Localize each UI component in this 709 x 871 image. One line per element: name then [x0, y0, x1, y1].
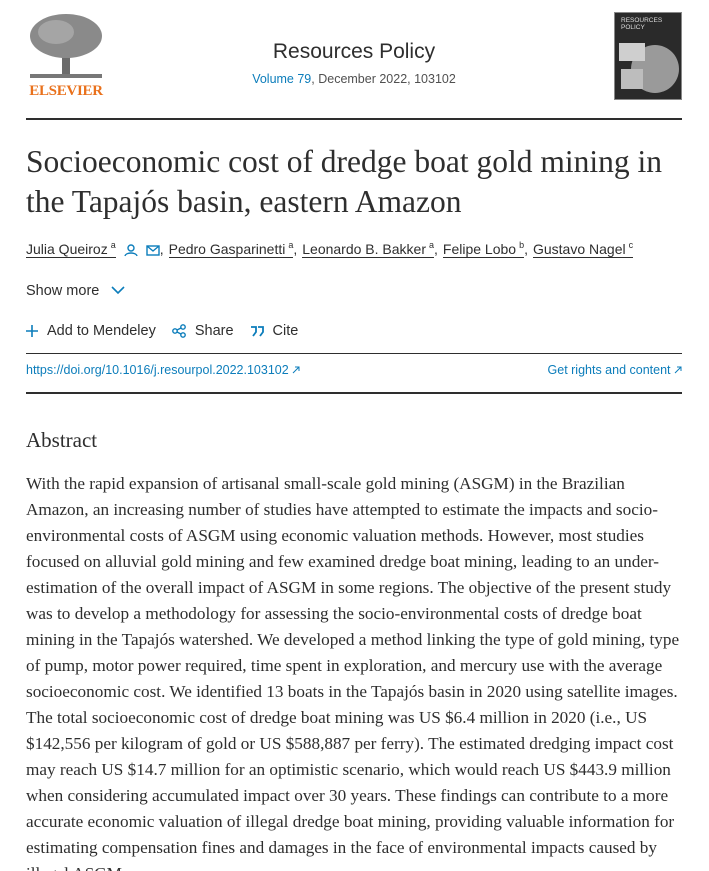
logo-tree	[30, 14, 102, 78]
header: ELSEVIER Resources Policy Volume 79, Dec…	[26, 12, 682, 100]
author[interactable]: Julia Queiroz a	[26, 240, 116, 258]
action-label: Add to Mendeley	[47, 323, 156, 339]
separator: ,	[159, 240, 164, 257]
author-name: Julia Queiroz	[26, 240, 108, 257]
author-name: Gustavo Nagel	[532, 240, 626, 257]
icon-part	[124, 251, 138, 256]
show-more[interactable]: Show more	[26, 283, 125, 299]
author-name: Pedro Gasparinetti	[168, 240, 286, 257]
icon-part	[146, 244, 160, 256]
icon-part	[127, 243, 135, 252]
affiliation: a	[110, 240, 116, 250]
separator: ,	[434, 240, 438, 257]
icon-part	[146, 245, 160, 252]
plus-icon	[26, 325, 38, 337]
author[interactable]: Pedro Gasparinetti a	[168, 240, 294, 258]
publisher-logo[interactable]: ELSEVIER	[26, 12, 106, 100]
external-icon	[674, 366, 682, 374]
separator: ,	[524, 240, 528, 257]
chevron-icon	[111, 286, 125, 295]
action-label: Share	[194, 323, 234, 339]
affiliation: a	[288, 240, 294, 250]
action-label: Cite	[272, 323, 299, 339]
rights-link[interactable]: Get rights and content	[548, 363, 682, 377]
volume-link[interactable]: Volume 79	[252, 72, 312, 86]
affiliation: b	[519, 240, 525, 250]
cite-button[interactable]: Cite	[250, 323, 299, 339]
share-icon	[171, 324, 186, 338]
affiliation: c	[628, 240, 634, 250]
author-name: Felipe Lobo	[442, 240, 517, 257]
rights-text: Get rights and content	[547, 363, 671, 377]
divider	[26, 392, 682, 394]
doi-text: https://doi.org/10.1016/j.resourpol.2022…	[26, 363, 289, 377]
actions: Add to Mendeley Share Cite	[26, 323, 298, 339]
separator: ,	[293, 240, 298, 257]
person-icon[interactable]	[124, 243, 138, 257]
issue-details: , December 2022, 103102	[311, 72, 456, 86]
author[interactable]: Leonardo B. Bakker a	[302, 240, 435, 258]
mail-icon[interactable]	[146, 244, 160, 256]
mendeley-button[interactable]: Add to Mendeley	[26, 323, 156, 339]
cover-title: RESOURCES POLICY	[621, 17, 663, 31]
article-title: Socioeconomic cost of dredge boat gold m…	[26, 144, 662, 219]
share-button[interactable]: Share	[171, 323, 234, 339]
quote-icon	[250, 326, 264, 337]
show-more-label: Show more	[26, 283, 100, 299]
journal-name[interactable]: Resources Policy	[272, 40, 436, 63]
author[interactable]: Felipe Lobo b	[442, 240, 525, 258]
doi-link[interactable]: https://doi.org/10.1016/j.resourpol.2022…	[26, 363, 300, 377]
author[interactable]: Gustavo Nagel c	[532, 240, 634, 258]
publisher-name: ELSEVIER	[29, 83, 103, 99]
abstract-text: With the rapid expansion of artisanal sm…	[26, 474, 680, 871]
external-icon	[292, 366, 300, 374]
affiliation: a	[429, 240, 435, 250]
author-list: Julia Queiroz a, Pedro Gasparinetti a, Leona…	[26, 240, 686, 258]
abstract-heading: Abstract	[26, 428, 98, 452]
divider	[26, 353, 682, 354]
author-name: Leonardo B. Bakker	[302, 240, 426, 257]
cover-art	[619, 43, 679, 93]
journal-cover[interactable]: RESOURCES POLICY	[614, 12, 682, 100]
issue-info: Volume 79, December 2022, 103102	[26, 72, 682, 86]
divider	[26, 118, 682, 120]
